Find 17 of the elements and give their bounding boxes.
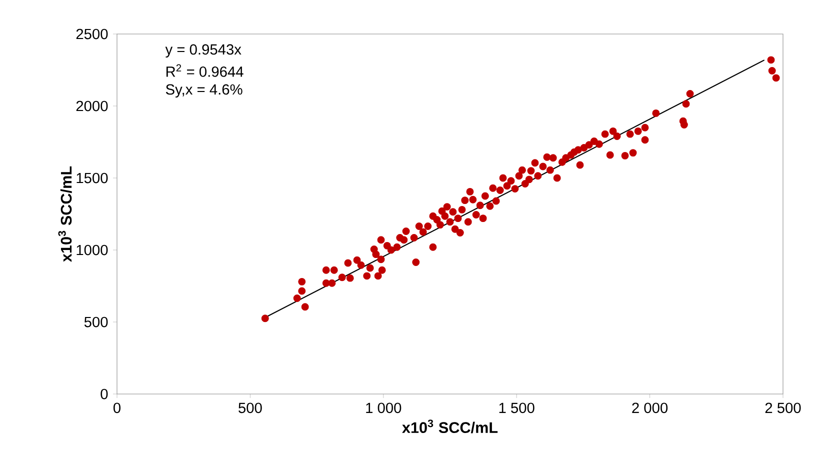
x-tick-label: 0 (113, 402, 120, 414)
x-tick-label: 1 000 (366, 402, 402, 414)
annotation: Sy,x = 4.6% (166, 84, 242, 98)
y-tick-label: 0 (100, 388, 108, 400)
annotation: R$^{2}$ = 0.9644 (166, 64, 244, 77)
x-tick-label: 500 (238, 402, 262, 414)
y-tick-label: 2500 (76, 28, 108, 40)
y-axis-title: x10$^{3}$ SCC/mL (58, 166, 72, 262)
x-tick-label: 2 000 (632, 402, 668, 414)
y-tick-label: 1500 (76, 172, 108, 184)
y-tick-label: 1000 (76, 244, 108, 256)
y-tick-label: 2000 (76, 100, 108, 112)
y-tick-label: 500 (84, 316, 108, 328)
x-axis-title: x10$^{3}$ SCC/mL (402, 420, 498, 434)
x-tick-label: 1 500 (499, 402, 534, 414)
x-tick-label: 2 500 (765, 402, 801, 414)
annotation: y = 0.9543x (165, 44, 242, 58)
